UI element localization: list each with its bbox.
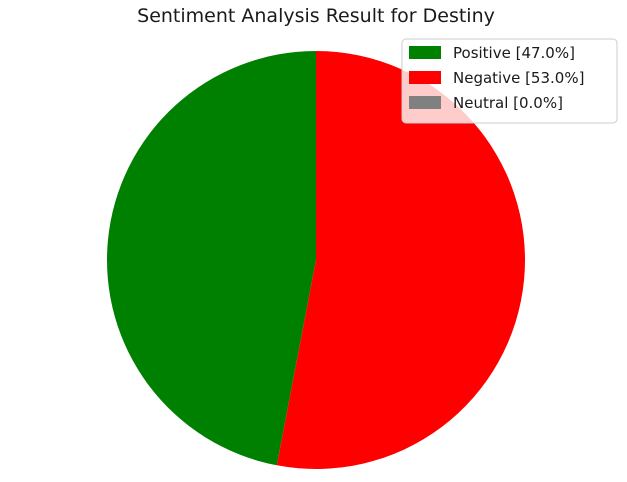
pie-slices: [107, 50, 526, 469]
legend-box: [401, 38, 618, 124]
pie-slice-negative: [276, 50, 526, 469]
legend-label-negative: Negative [53.0%]: [453, 69, 584, 87]
legend-swatch-neutral: [409, 96, 441, 109]
pie-slice-positive: [107, 51, 316, 466]
legend-swatch-positive: [409, 46, 441, 59]
chart-title: Sentiment Analysis Result for Destiny: [137, 5, 495, 27]
legend-label-positive: Positive [47.0%]: [453, 44, 575, 62]
legend: Positive [47.0%] Negative [53.0%] Neutral …: [401, 38, 618, 124]
legend-swatch-negative: [409, 71, 441, 84]
legend-label-neutral: Neutral [0.0%]: [453, 94, 563, 112]
